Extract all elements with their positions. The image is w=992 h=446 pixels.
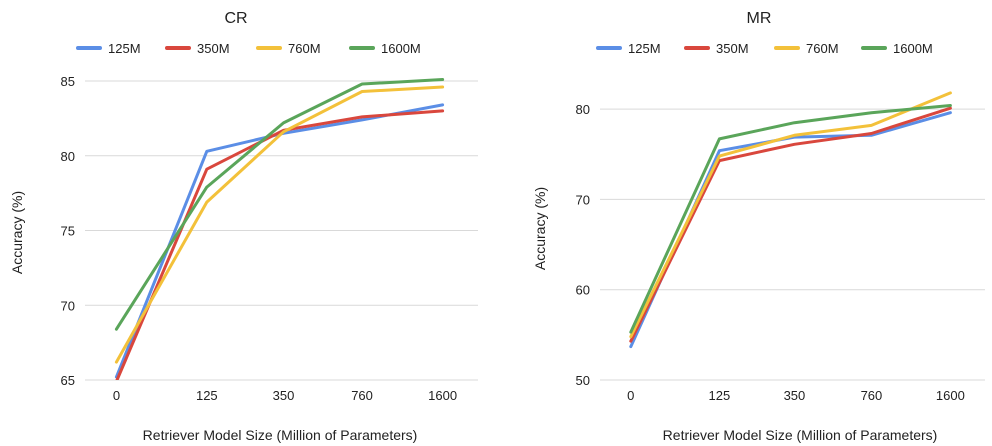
legend-label: 125M [628, 41, 661, 56]
legend-item-125m: 125M [76, 41, 141, 56]
legend-label: 760M [806, 41, 839, 56]
x-tick-label: 0 [627, 388, 634, 403]
chart-title: MR [747, 10, 772, 27]
x-tick-label: 350 [273, 388, 295, 403]
y-tick-label: 70 [61, 298, 75, 313]
y-tick-label: 80 [576, 102, 590, 117]
legend-label: 350M [716, 41, 749, 56]
y-tick-label: 85 [61, 74, 75, 89]
y-axis-label: Accuracy (%) [532, 187, 548, 270]
series-line-1600m [114, 78, 445, 331]
chart-title: CR [224, 10, 247, 27]
series-line-125m [114, 103, 445, 379]
x-tick-label: 1600 [428, 388, 457, 403]
x-axis-label: Retriever Model Size (Million of Paramet… [663, 427, 938, 443]
legend-item-125m: 125M [596, 41, 661, 56]
y-axis-label: Accuracy (%) [9, 191, 25, 274]
legend-item-760m: 760M [774, 41, 839, 56]
series-line-350m [629, 106, 952, 343]
y-tick-label: 60 [576, 283, 590, 298]
x-tick-label: 350 [784, 388, 806, 403]
x-axis-label: Retriever Model Size (Million of Paramet… [143, 427, 418, 443]
y-tick-label: 80 [61, 149, 75, 164]
legend-label: 1600M [381, 41, 421, 56]
y-tick-label: 50 [576, 373, 590, 388]
legend-item-350m: 350M [684, 41, 749, 56]
legend-label: 760M [288, 41, 321, 56]
x-tick-label: 125 [196, 388, 218, 403]
x-tick-label: 1600 [936, 388, 965, 403]
y-tick-label: 70 [576, 192, 590, 207]
x-tick-label: 760 [861, 388, 883, 403]
chart-panel-cr: CR 65 70 75 80 85 0 125 350 760 1600 Retriever Mode… [9, 10, 478, 443]
x-tick-label: 125 [708, 388, 730, 403]
legend-item-1600m: 1600M [349, 41, 421, 56]
x-tick-label: 760 [351, 388, 373, 403]
legend-item-350m: 350M [165, 41, 230, 56]
series-line-1600m [629, 104, 952, 334]
series-line-350m [115, 109, 445, 380]
series-line-760m [114, 85, 445, 364]
legend-label: 125M [108, 41, 141, 56]
legend-item-760m: 760M [256, 41, 321, 56]
legend-item-1600m: 1600M [861, 41, 933, 56]
legend-label: 350M [197, 41, 230, 56]
x-tick-label: 0 [113, 388, 120, 403]
y-tick-label: 65 [61, 373, 75, 388]
legend-label: 1600M [893, 41, 933, 56]
series-line-760m [629, 91, 952, 339]
chart-panel-mr: MR 50 60 70 80 0 125 350 760 1600 Retriever Model … [532, 10, 985, 443]
y-tick-label: 75 [61, 224, 75, 239]
